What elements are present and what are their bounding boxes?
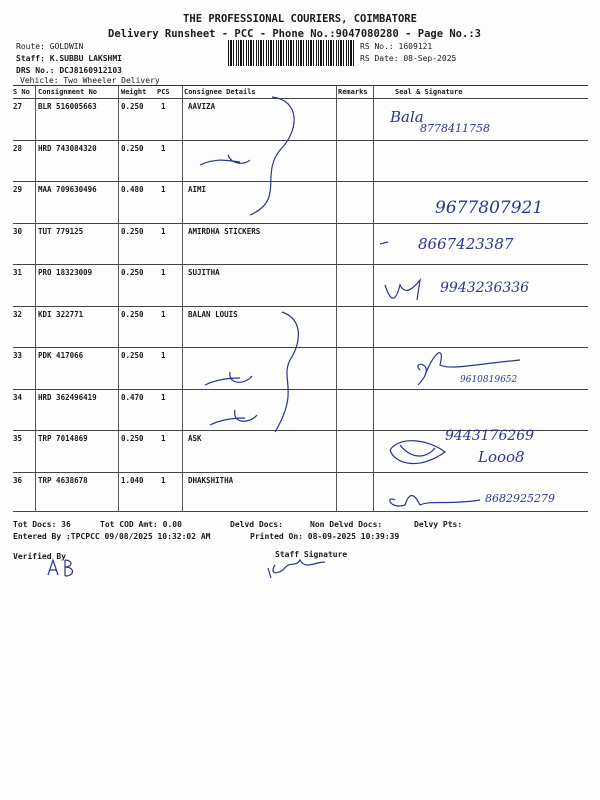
pcs: 1 bbox=[161, 143, 166, 153]
weight: 0.250 bbox=[121, 143, 144, 153]
consignee: AIMI bbox=[188, 185, 207, 194]
pcs: 1 bbox=[161, 102, 166, 111]
consignment-no: HRD 362496419 bbox=[38, 392, 97, 402]
consignee: AAVIZA bbox=[188, 102, 216, 111]
table-row: 27 BLR 516005663 0.250 1 AAVIZA bbox=[13, 102, 588, 114]
consignee: ASK bbox=[188, 434, 202, 443]
vehicle: Vehicle: Two Wheeler Delivery bbox=[20, 76, 160, 85]
delvy-pts: Delvy Pts: bbox=[414, 520, 463, 529]
consignee: DHAKSHITHA bbox=[188, 475, 234, 485]
drs-no: DRS No.: DCJ8160912103 bbox=[16, 66, 122, 75]
runsheet-subtitle: Delivery Runsheet - PCC - Phone No.:9047… bbox=[108, 28, 481, 40]
non-delvd-docs: Non Delvd Docs: bbox=[310, 520, 383, 529]
company-title: THE PROFESSIONAL COURIERS, COIMBATORE bbox=[183, 13, 417, 25]
weight: 0.250 bbox=[121, 226, 144, 236]
table-row: 31 PRO 18323009 0.250 1 SUJITHA bbox=[13, 268, 588, 280]
consignee: SUJITHA bbox=[188, 268, 220, 277]
table-row: 32 KDI 322771 0.250 1 BALAN LOUIS bbox=[13, 310, 588, 322]
rs-no: RS No.: 1609121 bbox=[360, 42, 433, 51]
weight: 0.470 bbox=[121, 392, 144, 402]
pcs: 1 bbox=[161, 475, 166, 485]
col-pcs: PCS bbox=[157, 88, 170, 96]
consignee: BALAN LOUIS bbox=[188, 309, 238, 319]
sno: 28 bbox=[13, 143, 23, 153]
handwritten-name: Bala bbox=[390, 108, 424, 126]
table-row: 28 HRD 743084320 0.250 1 bbox=[13, 144, 588, 156]
sno: 36 bbox=[13, 475, 23, 485]
staff: Staff: K.SUBBU LAKSHMI bbox=[16, 54, 122, 63]
consignment-no: BLR 516005663 bbox=[38, 102, 97, 111]
pcs: 1 bbox=[161, 185, 166, 194]
consignment-no: HRD 743084320 bbox=[38, 143, 97, 153]
consignment-no: PDK 417066 bbox=[38, 351, 84, 360]
pcs: 1 bbox=[161, 268, 166, 277]
sno: 31 bbox=[13, 268, 23, 277]
entered-by: Entered By :TPCPCC 09/08/2025 10:32:02 A… bbox=[13, 532, 211, 541]
col-signature: Seal & Signature bbox=[395, 88, 463, 96]
weight: 0.250 bbox=[121, 268, 144, 277]
weight: 0.250 bbox=[121, 351, 144, 360]
tot-cod: Tot COD Amt: 0.00 bbox=[100, 520, 182, 529]
table-row: 33 PDK 417066 0.250 1 bbox=[13, 351, 588, 363]
pcs: 1 bbox=[161, 226, 166, 236]
verified-by-label: Verified By bbox=[13, 552, 66, 561]
col-remarks: Remarks bbox=[338, 88, 368, 96]
handwritten-phone: 9443176269 bbox=[445, 428, 535, 444]
weight: 0.480 bbox=[121, 185, 144, 194]
sno: 33 bbox=[13, 351, 23, 360]
sno: 27 bbox=[13, 102, 23, 111]
rs-date: RS Date: 08-Sep-2025 bbox=[360, 54, 457, 63]
consignment-no: KDI 322771 bbox=[38, 309, 84, 319]
handwritten-phone: 8682925279 bbox=[485, 492, 555, 505]
delvd-docs: Delvd Docs: bbox=[230, 520, 283, 529]
table-row: 36 TRP 4638678 1.040 1 DHAKSHITHA bbox=[13, 476, 588, 488]
table-row: 30 TUT 779125 0.250 1 AMIRDHA STICKERS bbox=[13, 227, 588, 239]
tot-docs: Tot Docs: 36 bbox=[13, 520, 71, 529]
runsheet-table: S No Consignment No Weight PCS Consignee… bbox=[13, 85, 588, 512]
col-consignment: Consignment No bbox=[38, 88, 98, 96]
consignee: AMIRDHA STICKERS bbox=[188, 226, 261, 236]
col-weight: Weight bbox=[121, 88, 147, 96]
handwritten-phone: 9677807921 bbox=[435, 198, 544, 218]
handwritten-phone: 8778411758 bbox=[420, 122, 490, 135]
table-row: 29 MAA 709630496 0.480 1 AIMI bbox=[13, 185, 588, 197]
pcs: 1 bbox=[161, 392, 166, 402]
table-row: 35 TRP 7014869 0.250 1 ASK bbox=[13, 434, 588, 446]
pcs: 1 bbox=[161, 434, 166, 443]
handwritten-phone: 9610819652 bbox=[460, 375, 518, 385]
handwritten-phone: 8667423387 bbox=[418, 235, 514, 253]
printed-on: Printed On: 08-09-2025 10:39:39 bbox=[250, 532, 400, 541]
pcs: 1 bbox=[161, 309, 166, 319]
consignment-no: PRO 18323009 bbox=[38, 268, 93, 277]
weight: 0.250 bbox=[121, 434, 144, 443]
table-row: 34 HRD 362496419 0.470 1 bbox=[13, 393, 588, 405]
sno: 29 bbox=[13, 185, 23, 194]
consignment-no: TRP 7014869 bbox=[38, 434, 88, 443]
consignment-no: MAA 709630496 bbox=[38, 185, 97, 194]
consignment-no: TRP 4638678 bbox=[38, 475, 88, 485]
handwritten-phone: 9943236336 bbox=[440, 280, 530, 296]
sno: 32 bbox=[13, 309, 23, 319]
handwritten-note: Looo8 bbox=[478, 448, 525, 466]
sno: 35 bbox=[13, 434, 23, 443]
weight: 1.040 bbox=[121, 475, 144, 485]
weight: 0.250 bbox=[121, 309, 144, 319]
col-sno: S No bbox=[13, 88, 30, 96]
consignment-no: TUT 779125 bbox=[38, 226, 84, 236]
col-consignee: Consignee Details bbox=[184, 88, 256, 96]
barcode bbox=[228, 40, 356, 66]
weight: 0.250 bbox=[121, 102, 144, 111]
pcs: 1 bbox=[161, 351, 166, 360]
sno: 30 bbox=[13, 226, 23, 236]
sno: 34 bbox=[13, 392, 23, 402]
staff-signature-label: Staff Signature bbox=[275, 550, 348, 559]
route: Route: GOLDWIN bbox=[16, 42, 84, 51]
